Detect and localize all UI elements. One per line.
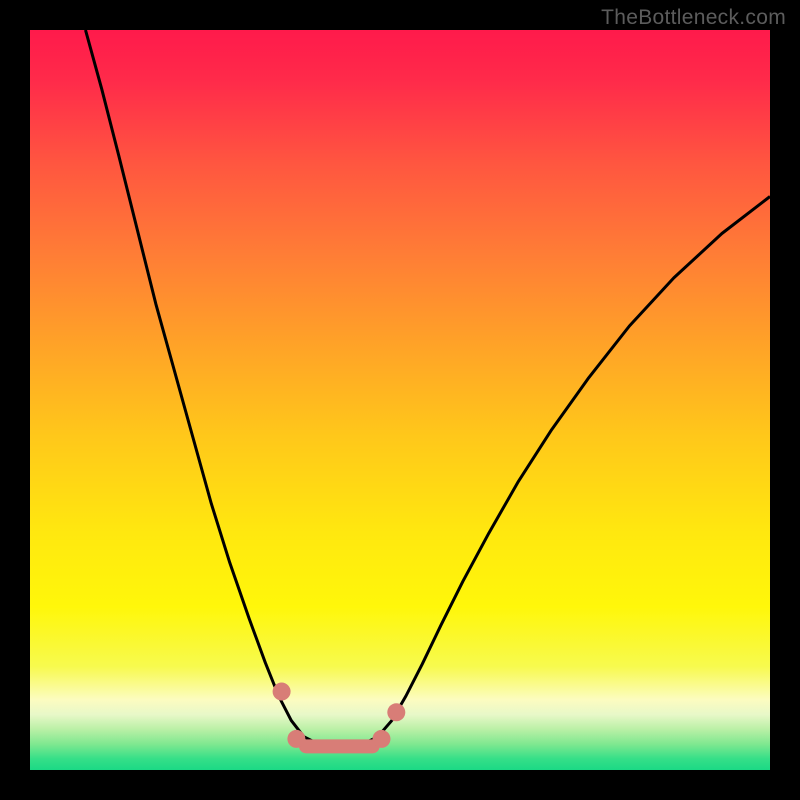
marker-top-1 bbox=[387, 703, 405, 721]
bottleneck-chart bbox=[0, 0, 800, 800]
marker-bottom-1 bbox=[373, 730, 391, 748]
watermark-text: TheBottleneck.com bbox=[601, 6, 786, 30]
chart-gradient-bg bbox=[30, 30, 770, 770]
chart-stage: TheBottleneck.com bbox=[0, 0, 800, 800]
marker-bottom-0 bbox=[287, 730, 305, 748]
marker-top-0 bbox=[273, 683, 291, 701]
